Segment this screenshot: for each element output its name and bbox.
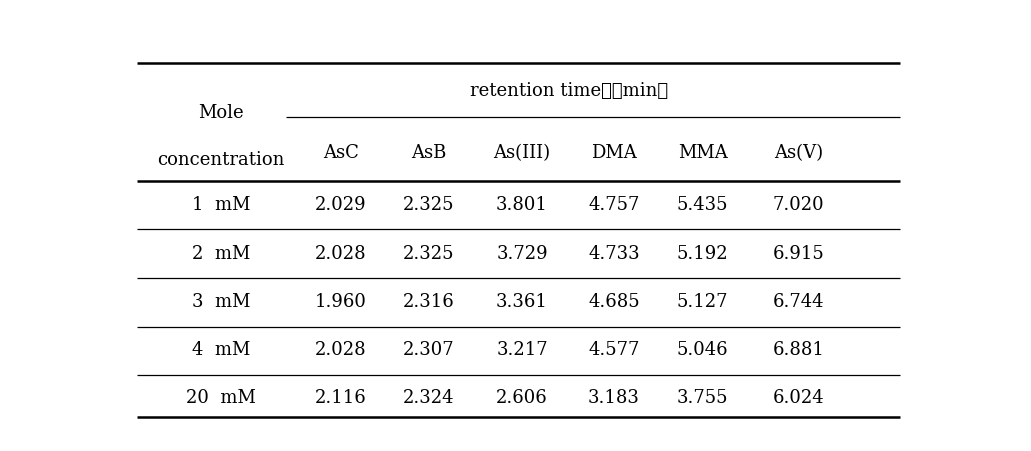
Text: 1  mM: 1 mM xyxy=(192,196,250,214)
Text: 2.028: 2.028 xyxy=(314,245,366,263)
Text: DMA: DMA xyxy=(591,144,637,162)
Text: 2.316: 2.316 xyxy=(403,294,455,312)
Text: As(V): As(V) xyxy=(774,144,823,162)
Text: 2.606: 2.606 xyxy=(496,389,547,407)
Text: 2.116: 2.116 xyxy=(314,389,366,407)
Text: 3.729: 3.729 xyxy=(496,245,547,263)
Text: 2.325: 2.325 xyxy=(403,245,455,263)
Text: 4  mM: 4 mM xyxy=(192,341,250,359)
Text: 7.020: 7.020 xyxy=(772,196,824,214)
Text: 6.881: 6.881 xyxy=(772,341,825,359)
Text: 20  mM: 20 mM xyxy=(186,389,256,407)
Text: 2.029: 2.029 xyxy=(314,196,366,214)
Text: 3.183: 3.183 xyxy=(588,389,640,407)
Text: 4.733: 4.733 xyxy=(588,245,639,263)
Text: 5.127: 5.127 xyxy=(676,294,728,312)
Text: 2.028: 2.028 xyxy=(314,341,366,359)
Text: 3.801: 3.801 xyxy=(496,196,547,214)
Text: 4.757: 4.757 xyxy=(589,196,639,214)
Text: 1.960: 1.960 xyxy=(314,294,367,312)
Text: 6.024: 6.024 xyxy=(772,389,824,407)
Text: concentration: concentration xyxy=(157,151,285,169)
Text: 3  mM: 3 mM xyxy=(192,294,250,312)
Text: As(III): As(III) xyxy=(494,144,551,162)
Text: 4.685: 4.685 xyxy=(588,294,639,312)
Text: MMA: MMA xyxy=(677,144,728,162)
Text: 2  mM: 2 mM xyxy=(192,245,250,263)
Text: 3.361: 3.361 xyxy=(496,294,547,312)
Text: 2.307: 2.307 xyxy=(403,341,455,359)
Text: AsC: AsC xyxy=(323,144,359,162)
Text: retention time　（min）: retention time （min） xyxy=(470,82,668,100)
Text: 4.577: 4.577 xyxy=(589,341,639,359)
Text: 2.324: 2.324 xyxy=(403,389,455,407)
Text: Mole: Mole xyxy=(198,104,243,122)
Text: 5.192: 5.192 xyxy=(676,245,728,263)
Text: 5.046: 5.046 xyxy=(676,341,728,359)
Text: 3.755: 3.755 xyxy=(676,389,728,407)
Text: AsB: AsB xyxy=(410,144,446,162)
Text: 2.325: 2.325 xyxy=(403,196,455,214)
Text: 6.744: 6.744 xyxy=(772,294,824,312)
Text: 5.435: 5.435 xyxy=(676,196,728,214)
Text: 3.217: 3.217 xyxy=(496,341,547,359)
Text: 6.915: 6.915 xyxy=(772,245,825,263)
